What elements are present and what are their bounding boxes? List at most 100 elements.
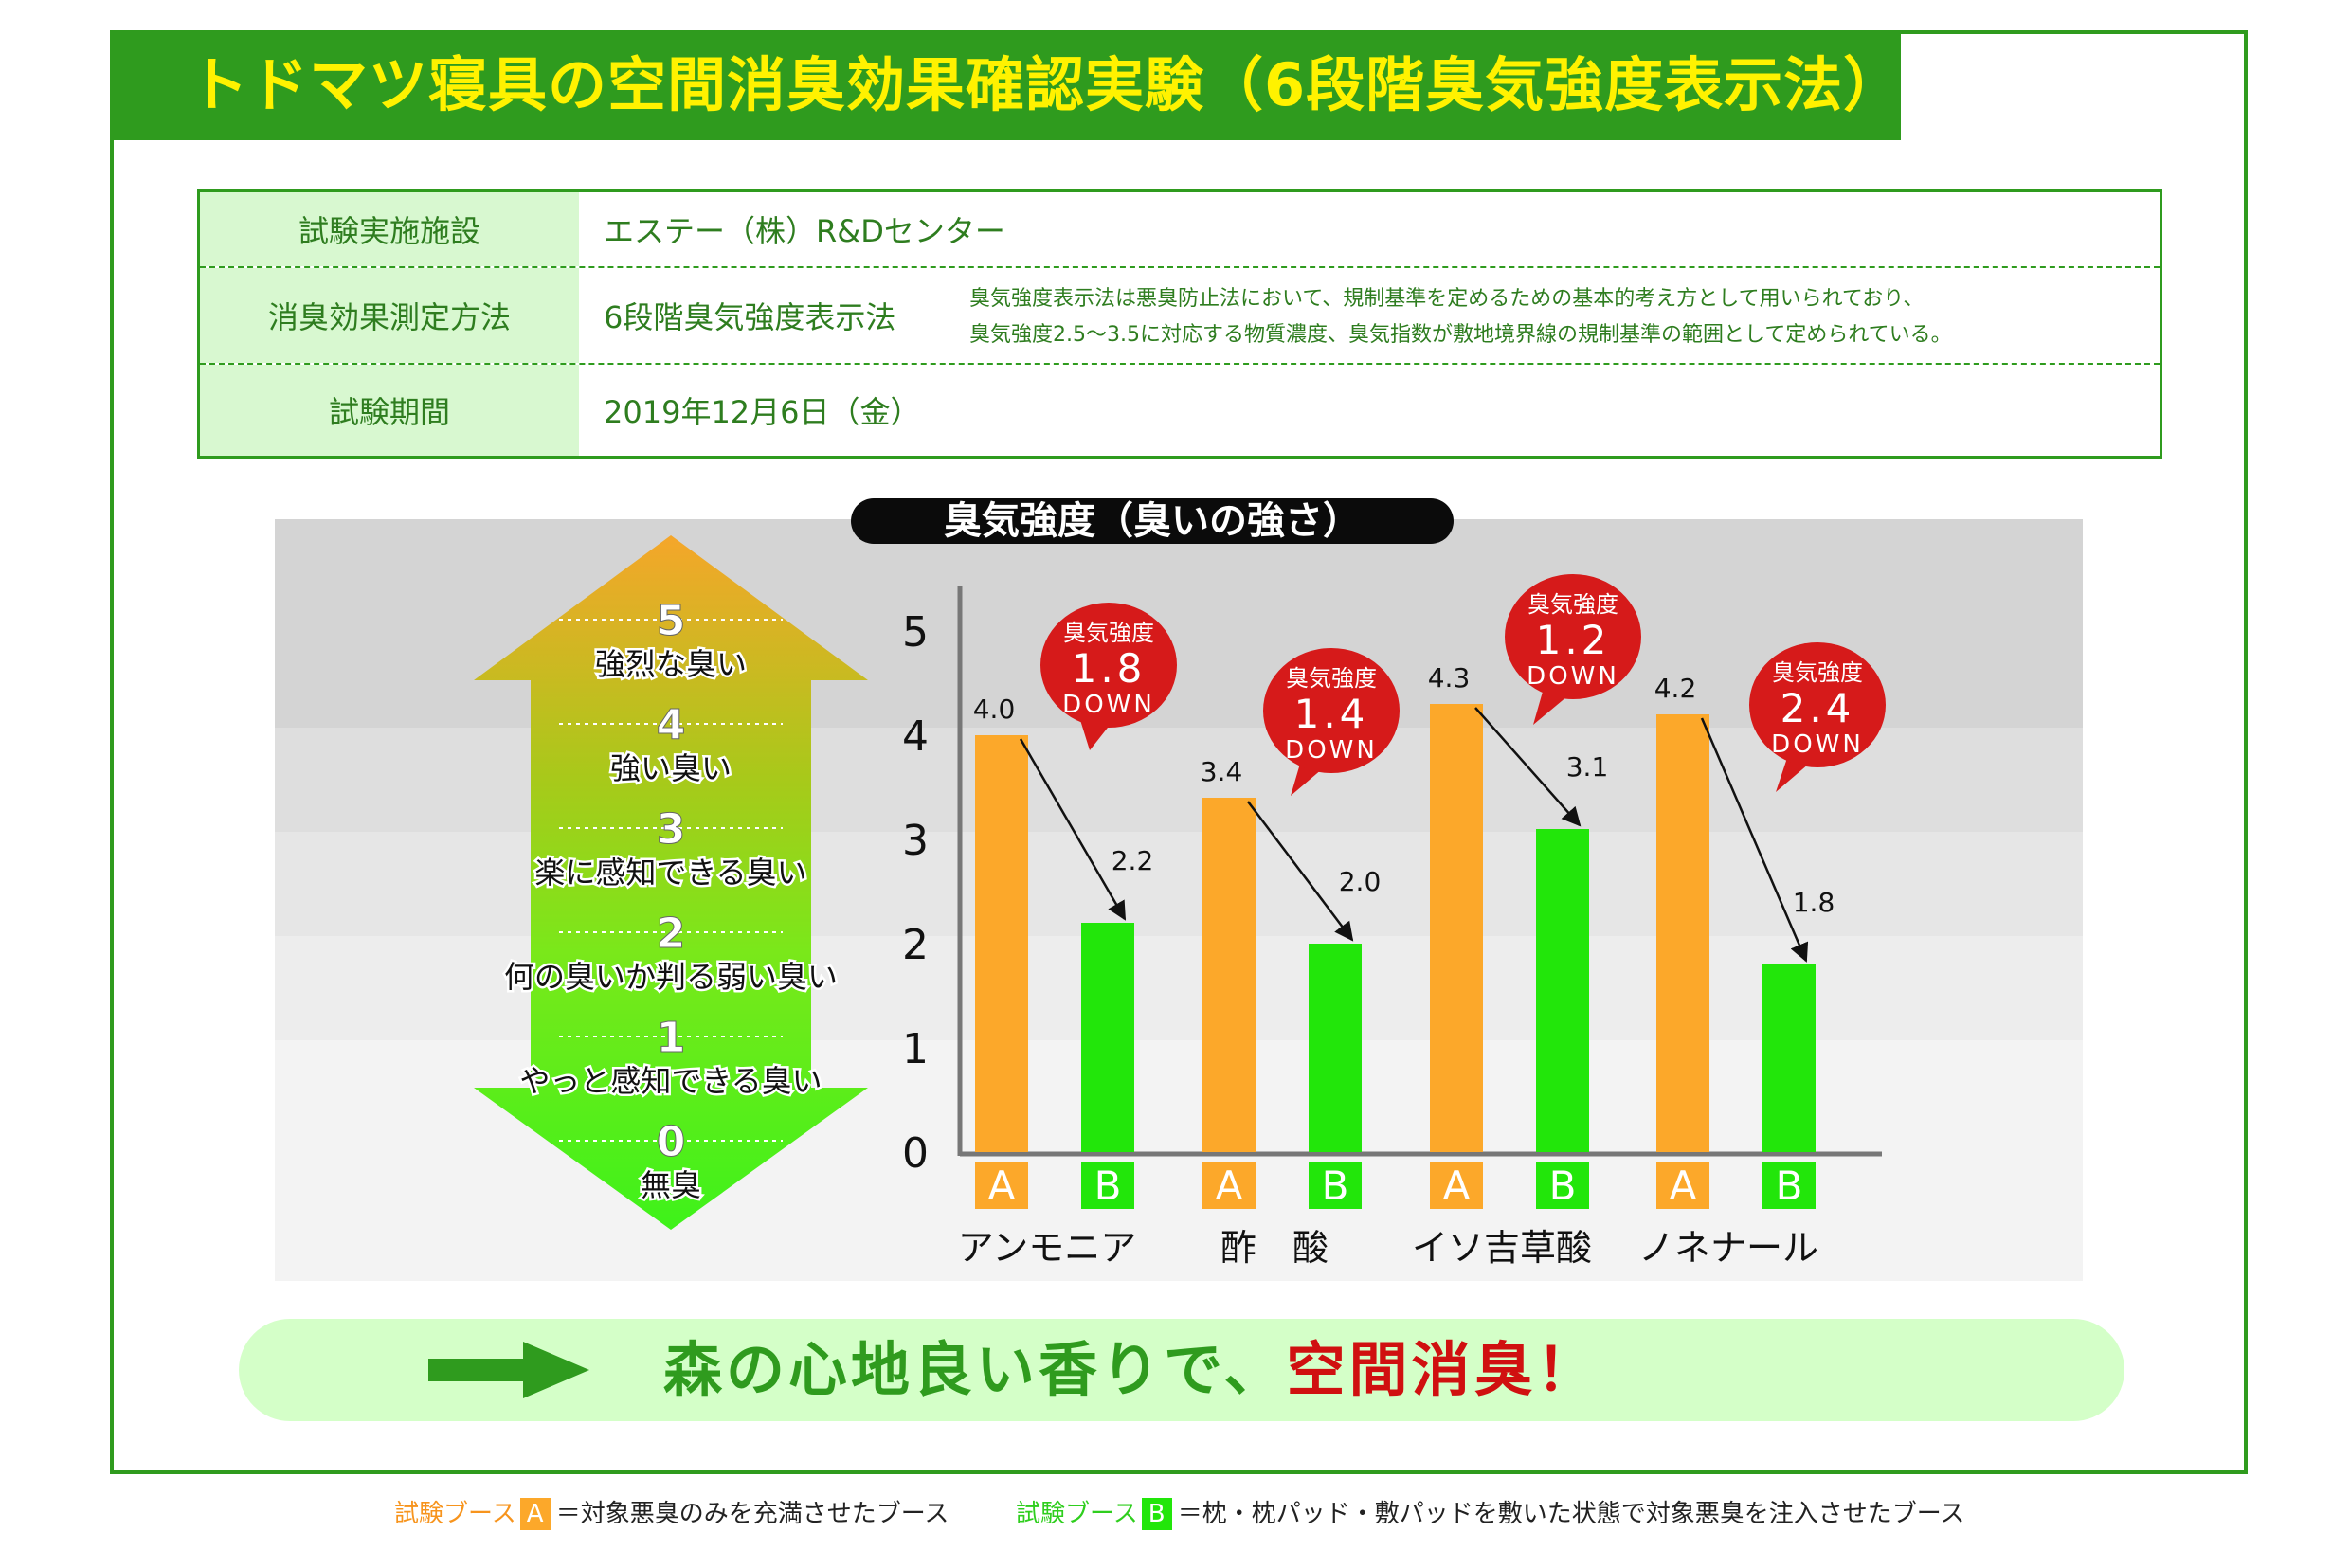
info-label: 試験実施施設 xyxy=(200,192,579,266)
banner-text-red: 空間消臭！ xyxy=(1286,1335,1600,1404)
bar-b-value-label: 3.1 xyxy=(1566,751,1609,783)
footnote-b: 試験ブース B ＝枕・枕パッド・敷パッドを敷いた状態で対象悪臭を注入させたブース xyxy=(1016,1495,1964,1533)
callout-header: 臭気強度 xyxy=(1528,591,1618,618)
method-note-line: 臭気強度2.5〜3.5に対応する物質濃度、臭気指数が敷地境界線の規制基準の範囲と… xyxy=(969,323,1952,347)
info-value: エステー（株）R&Dセンター xyxy=(604,213,1005,249)
info-row-facility: 試験実施施設 エステー（株）R&Dセンター xyxy=(200,192,2160,266)
reduction-arrow xyxy=(1247,801,1354,942)
series-a-badge-label: A xyxy=(1216,1162,1243,1209)
callout-value: 1.2 xyxy=(1536,617,1611,663)
info-label: 試験期間 xyxy=(200,365,579,456)
footnote-prefix: 試験ブース xyxy=(394,1500,516,1528)
bar-a xyxy=(975,735,1028,1152)
scale-level-desc: 強い臭い xyxy=(610,750,732,786)
callout-value: 1.4 xyxy=(1294,691,1369,737)
y-tick-label: 1 xyxy=(902,1025,929,1073)
series-b-badge xyxy=(1762,1162,1816,1209)
footnote-text: ＝枕・枕パッド・敷パッドを敷いた状態で対象悪臭を注入させたブース xyxy=(1177,1500,1965,1528)
series-a-badge xyxy=(1656,1162,1709,1209)
bar-a xyxy=(1430,704,1483,1152)
row-divider xyxy=(200,266,2160,268)
y-tick-label: 3 xyxy=(902,817,929,865)
scale-level-desc: やっと感知できる臭い xyxy=(519,1063,822,1099)
info-row-method: 消臭効果測定方法 6段階臭気強度表示法 臭気強度表示法は悪臭防止法において、規制… xyxy=(200,268,2160,363)
callout-header: 臭気強度 xyxy=(1063,620,1154,646)
bar-b-value-label: 1.8 xyxy=(1793,887,1835,918)
series-a-badge xyxy=(1202,1162,1256,1209)
method-note-line: 臭気強度表示法は悪臭防止法において、規制基準を定めるための基本的考え方として用い… xyxy=(969,287,1925,311)
bar-a-value-label: 4.3 xyxy=(1428,662,1471,694)
category-label: アンモニア xyxy=(958,1227,1136,1269)
callout-value: 2.4 xyxy=(1781,685,1855,731)
series-b-badge-label: B xyxy=(1549,1162,1577,1209)
scale-level-number: 2 xyxy=(657,910,686,958)
series-b-badge xyxy=(1309,1162,1362,1209)
callout-suffix: DOWN xyxy=(1285,736,1378,765)
callout-suffix: DOWN xyxy=(1527,662,1619,691)
callout-suffix: DOWN xyxy=(1771,730,1864,759)
bar-b-value-label: 2.0 xyxy=(1339,866,1382,897)
reduction-arrow xyxy=(1019,738,1127,921)
right-arrow-icon xyxy=(428,1342,589,1398)
callout-bubble xyxy=(1749,642,1886,767)
category-label: イソ吉草酸 xyxy=(1412,1227,1592,1269)
reduction-arrow xyxy=(1700,717,1809,963)
callout-header: 臭気強度 xyxy=(1772,659,1863,686)
info-value: 6段階臭気強度表示法 xyxy=(604,299,896,335)
callout-value: 1.8 xyxy=(1072,645,1147,692)
scale-level-desc: 楽に感知できる臭い xyxy=(534,855,806,891)
scale-level-desc: 何の臭いか判る弱い臭い xyxy=(504,959,838,995)
row-divider xyxy=(200,363,2160,365)
y-tick-label: 5 xyxy=(902,608,929,657)
bar-b xyxy=(1309,944,1362,1152)
banner-text: 森の心地良い香りで、空間消臭！ xyxy=(663,1319,1600,1421)
callout-header: 臭気強度 xyxy=(1286,665,1377,692)
category-label: ノネナール xyxy=(1638,1227,1818,1269)
chart-title: 臭気強度（臭いの強さ） xyxy=(851,498,1454,544)
method-note: 臭気強度表示法は悪臭防止法において、規制基準を定めるための基本的考え方として用い… xyxy=(969,281,1952,353)
y-tick-label: 0 xyxy=(902,1129,929,1178)
scale-level-desc: 強烈な臭い xyxy=(595,646,747,682)
footnote-prefix: 試験ブース xyxy=(1016,1500,1138,1528)
series-b-badge xyxy=(1536,1162,1589,1209)
footnote-text: ＝対象悪臭のみを充満させたブース xyxy=(555,1500,949,1528)
series-a-badge xyxy=(1430,1162,1483,1209)
callout-tail xyxy=(1776,758,1816,792)
bar-b xyxy=(1536,829,1589,1152)
scale-level-number: 3 xyxy=(657,805,686,854)
series-a-badge-label: A xyxy=(1443,1162,1471,1209)
series-b-badge-label: B xyxy=(1094,1162,1122,1209)
y-tick-label: 2 xyxy=(902,921,929,969)
info-value: 2019年12月6日（金） xyxy=(604,394,921,430)
booth-b-badge: B xyxy=(1141,1498,1172,1530)
series-a-badge-label: A xyxy=(1670,1162,1697,1209)
footnote-a: 試験ブース A ＝対象悪臭のみを充満させたブース xyxy=(394,1495,949,1533)
callout-suffix: DOWN xyxy=(1062,691,1155,719)
banner-text-green: 森の心地良い香りで、 xyxy=(663,1335,1287,1404)
scale-level-desc: 無臭 xyxy=(641,1167,701,1203)
callout-bubble xyxy=(1263,648,1400,773)
bar-a-value-label: 4.2 xyxy=(1654,673,1697,704)
conclusion-banner: 森の心地良い香りで、空間消臭！ xyxy=(239,1319,2124,1421)
series-b-badge xyxy=(1081,1162,1134,1209)
info-label: 消臭効果測定方法 xyxy=(200,268,579,363)
bar-b xyxy=(1762,964,1816,1152)
scale-level-number: 0 xyxy=(657,1118,686,1166)
series-b-badge-label: B xyxy=(1776,1162,1803,1209)
bar-a xyxy=(1656,714,1709,1152)
series-b-badge-label: B xyxy=(1322,1162,1349,1209)
category-label: 酢 酸 xyxy=(1220,1227,1329,1269)
booth-a-badge: A xyxy=(519,1498,551,1530)
scale-level-number: 5 xyxy=(657,597,686,645)
y-tick-label: 4 xyxy=(902,712,929,761)
bar-a-value-label: 3.4 xyxy=(1201,756,1243,787)
bar-b-value-label: 2.2 xyxy=(1112,845,1154,876)
reduction-arrow xyxy=(1474,707,1582,827)
scale-level-number: 4 xyxy=(657,701,686,749)
series-a-badge-label: A xyxy=(988,1162,1016,1209)
bar-b xyxy=(1081,923,1134,1152)
info-row-period: 試験期間 2019年12月6日（金） xyxy=(200,365,2160,456)
info-table: 試験実施施設 エステー（株）R&Dセンター 消臭効果測定方法 6段階臭気強度表示… xyxy=(197,189,2162,459)
series-a-badge xyxy=(975,1162,1028,1209)
